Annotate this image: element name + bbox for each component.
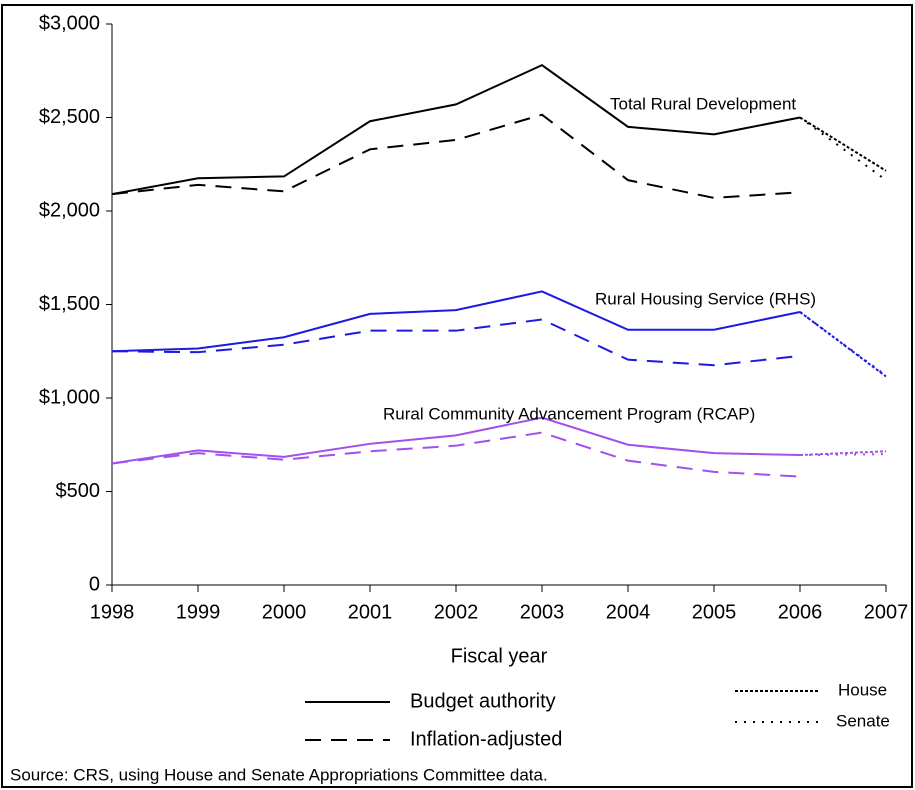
series-line — [111, 290, 801, 353]
series-line — [799, 311, 887, 378]
series-line — [111, 431, 801, 478]
y-tick-label: $1,000 — [39, 386, 100, 408]
series-line — [111, 63, 801, 196]
group-label: Rural Housing Service (RHS) — [595, 289, 816, 308]
y-tick-label: $2,500 — [39, 106, 100, 128]
x-axis-title: Fiscal year — [451, 645, 548, 667]
x-tick-label: 1998 — [90, 601, 135, 623]
group-label: Total Rural Development — [610, 94, 796, 113]
x-tick-label: 2004 — [606, 601, 651, 623]
x-tick-label: 2005 — [692, 601, 737, 623]
frame — [1, 4, 913, 788]
series-line — [799, 116, 887, 172]
x-tick-label: 2001 — [348, 601, 393, 623]
x-tick-label: 2006 — [778, 601, 823, 623]
series-line — [111, 318, 801, 367]
x-tick-label: 2003 — [520, 601, 565, 623]
x-tick-label: 2000 — [262, 601, 307, 623]
group-label: Rural Community Advancement Program (RCA… — [383, 404, 755, 423]
series-line — [799, 450, 887, 457]
legend-label: Senate — [836, 711, 890, 730]
x-tick-label: 2002 — [434, 601, 479, 623]
x-tick-label: 1999 — [176, 601, 221, 623]
y-tick-label: $500 — [56, 480, 101, 502]
series-line — [111, 113, 801, 199]
legend-label: Budget authority — [410, 690, 556, 712]
y-tick-label: $2,000 — [39, 199, 100, 221]
legend-label: Inflation-adjusted — [410, 728, 562, 750]
y-tick-label: 0 — [89, 573, 100, 595]
y-tick-label: $1,500 — [39, 293, 100, 315]
legend-label: House — [838, 680, 887, 699]
y-tick-label: $3,000 — [39, 12, 100, 34]
source-note: Source: CRS, using House and Senate Appr… — [10, 765, 548, 784]
series-line — [111, 416, 801, 465]
series-line — [799, 116, 887, 181]
x-tick-label: 2007 — [864, 601, 909, 623]
